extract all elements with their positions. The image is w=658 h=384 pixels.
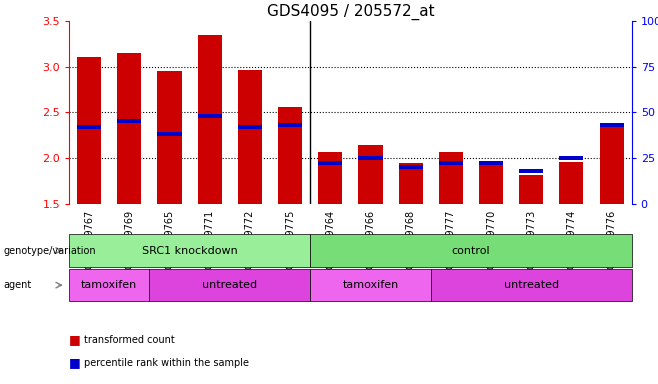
Text: ■: ■ bbox=[69, 333, 81, 346]
Bar bbox=[479, 161, 503, 166]
Text: agent: agent bbox=[3, 280, 32, 290]
Bar bbox=[559, 156, 584, 160]
Bar bbox=[157, 71, 182, 204]
Bar bbox=[238, 70, 262, 204]
Bar bbox=[278, 107, 302, 204]
Bar bbox=[197, 114, 222, 118]
Text: untreated: untreated bbox=[503, 280, 559, 290]
Bar bbox=[117, 53, 141, 204]
Bar bbox=[238, 125, 262, 129]
Bar bbox=[77, 125, 101, 129]
Bar bbox=[599, 123, 624, 127]
Bar bbox=[399, 164, 422, 204]
Bar bbox=[519, 175, 544, 204]
Bar bbox=[479, 164, 503, 204]
Bar bbox=[157, 132, 182, 136]
Text: tamoxifen: tamoxifen bbox=[342, 280, 399, 290]
Text: genotype/variation: genotype/variation bbox=[3, 245, 96, 256]
Bar bbox=[519, 169, 544, 173]
Bar bbox=[318, 152, 342, 204]
Text: SRC1 knockdown: SRC1 knockdown bbox=[141, 245, 238, 256]
Bar bbox=[278, 123, 302, 127]
Bar bbox=[359, 145, 382, 204]
Text: tamoxifen: tamoxifen bbox=[81, 280, 138, 290]
Title: GDS4095 / 205572_at: GDS4095 / 205572_at bbox=[266, 3, 434, 20]
Bar bbox=[439, 161, 463, 166]
Text: untreated: untreated bbox=[202, 280, 257, 290]
Bar bbox=[197, 35, 222, 204]
Bar bbox=[399, 165, 422, 169]
Bar bbox=[318, 161, 342, 166]
Bar bbox=[599, 127, 624, 204]
Text: percentile rank within the sample: percentile rank within the sample bbox=[84, 358, 249, 368]
Text: transformed count: transformed count bbox=[84, 335, 174, 345]
Bar bbox=[559, 162, 584, 204]
Bar bbox=[77, 57, 101, 204]
Bar bbox=[439, 152, 463, 204]
Bar bbox=[359, 156, 382, 160]
Text: control: control bbox=[451, 245, 490, 256]
Text: ■: ■ bbox=[69, 356, 81, 369]
Bar bbox=[117, 119, 141, 123]
